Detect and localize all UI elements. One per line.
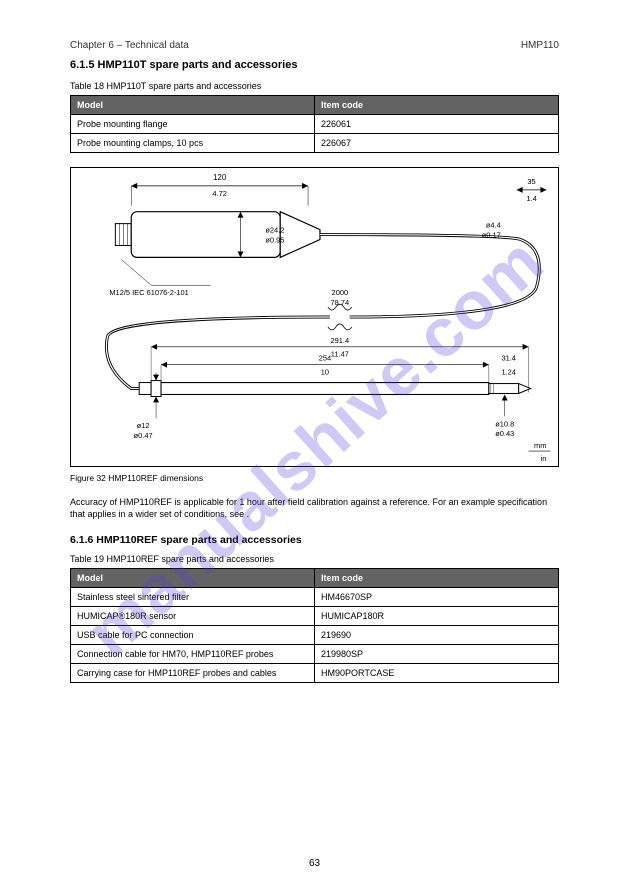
- table-row: Connection cable for HM70, HMP110REF pro…: [71, 645, 559, 664]
- dim-probe-total-mm: 291.4: [331, 336, 350, 345]
- dim-probe-body-mm: 254: [319, 354, 331, 363]
- t2-r3-c1: 219980SP: [315, 645, 559, 664]
- t2-r3-c0: Connection cable for HM70, HMP110REF pro…: [71, 645, 315, 664]
- t2-r1-c1: HUMICAP180R: [315, 607, 559, 626]
- t1-r1-c0: Probe mounting clamps, 10 pcs: [71, 134, 315, 153]
- section-title-1: 6.1.5 HMP110T spare parts and accessorie…: [70, 59, 559, 71]
- t2-r2-c1: 219690: [315, 626, 559, 645]
- table-row: Stainless steel sintered filter HM46670S…: [71, 588, 559, 607]
- dim-cable-dia-in: ø0.17: [482, 231, 501, 240]
- header-right: HMP110: [521, 40, 559, 51]
- t1-col1-header: Model: [71, 96, 315, 115]
- section-title-2: 6.1.6 HMP110REF spare parts and accessor…: [70, 534, 559, 546]
- dim-m12-label: M12/5 IEC 61076-2-101: [109, 288, 188, 297]
- dim-probe-tip-mm: 31.4: [501, 354, 515, 363]
- dim-bend-min-mm: 35: [527, 177, 535, 186]
- page-header: Chapter 6 – Technical data HMP110: [70, 40, 559, 51]
- table-row: Carrying case for HMP110REF probes and c…: [71, 664, 559, 683]
- t2-r4-c1: HM90PORTCASE: [315, 664, 559, 683]
- t1-r0-c0: Probe mounting flange: [71, 115, 315, 134]
- t2-r4-c0: Carrying case for HMP110REF probes and c…: [71, 664, 315, 683]
- dim-body-dia-in: ø0.95: [265, 236, 284, 245]
- dim-body-len-mm: 120: [213, 173, 227, 182]
- units-mm: mm: [534, 441, 546, 450]
- t2-col1-header: Model: [71, 569, 315, 588]
- dim-probe-dia-in: ø0.47: [134, 431, 153, 440]
- units-in: in: [541, 454, 547, 463]
- t1-r1-c1: 226067: [315, 134, 559, 153]
- page-number: 63: [309, 858, 320, 869]
- table-row: Probe mounting flange 226061: [71, 115, 559, 134]
- t2-col2-header: Item code: [315, 569, 559, 588]
- t1-r0-c1: 226061: [315, 115, 559, 134]
- dim-cable-len-in: 78.74: [331, 298, 350, 307]
- t2-r2-c0: USB cable for PC connection: [71, 626, 315, 645]
- dim-probe-tip-in: 1.24: [501, 368, 515, 377]
- dim-probe-tip-dia-in: ø0.43: [495, 429, 514, 438]
- table-row: HUMICAP®180R sensor HUMICAP180R: [71, 607, 559, 626]
- dimension-figure: 120 4.72 35 1.4 ø24.2 ø0.95: [70, 167, 559, 467]
- dim-cable-dia-mm: ø4.4: [486, 221, 501, 230]
- dim-probe-body-in: 10: [321, 368, 329, 377]
- dim-probe-dia-mm: ø12: [137, 421, 150, 430]
- t1-col2-header: Item code: [315, 96, 559, 115]
- dim-probe-total-in: 11.47: [331, 350, 349, 359]
- dim-cable-len-mm: 2000: [332, 288, 349, 297]
- dim-body-dia-mm: ø24.2: [265, 226, 284, 235]
- figure-caption: Figure 32 HMP110REF dimensions: [70, 473, 559, 483]
- header-left: Chapter 6 – Technical data: [70, 40, 189, 51]
- dim-probe-tip-dia-mm: ø10.8: [495, 419, 514, 428]
- table2-caption: Table 19 HMP110REF spare parts and acces…: [70, 554, 559, 564]
- table-row: Probe mounting clamps, 10 pcs 226067: [71, 134, 559, 153]
- table-row: USB cable for PC connection 219690: [71, 626, 559, 645]
- spare-parts-table-2: Model Item code Stainless steel sintered…: [70, 568, 559, 683]
- dim-body-len-in: 4.72: [212, 189, 226, 198]
- spare-parts-table-1: Model Item code Probe mounting flange 22…: [70, 95, 559, 153]
- t2-r0-c0: Stainless steel sintered filter: [71, 588, 315, 607]
- dim-bend-min-in: 1.4: [526, 194, 536, 203]
- accuracy-note: Accuracy of HMP110REF is applicable for …: [70, 497, 559, 520]
- table1-caption: Table 18 HMP110T spare parts and accesso…: [70, 81, 559, 91]
- t2-r1-c0: HUMICAP®180R sensor: [71, 607, 315, 626]
- t2-r0-c1: HM46670SP: [315, 588, 559, 607]
